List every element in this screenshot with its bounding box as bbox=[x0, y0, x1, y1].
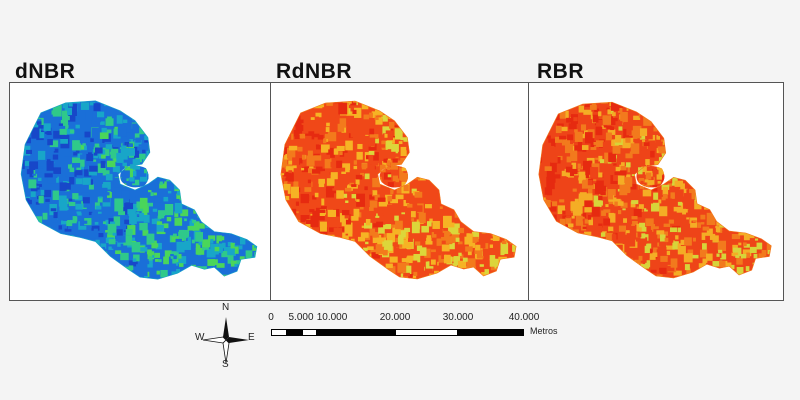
compass-rose-icon bbox=[202, 317, 249, 364]
burn-area-outline bbox=[280, 100, 517, 280]
scale-tick-30000: 30.000 bbox=[442, 312, 474, 323]
burn-severity-map-dnbr bbox=[20, 100, 258, 280]
scale-segment bbox=[302, 329, 317, 336]
severity-raster bbox=[21, 100, 257, 280]
compass-w-label: W bbox=[195, 332, 205, 343]
compass-e-label: E bbox=[248, 332, 255, 343]
scale-segment bbox=[271, 329, 287, 336]
burn-severity-map-rdnbr bbox=[280, 100, 517, 280]
scale-unit-label: Metros bbox=[530, 326, 558, 336]
scale-tick-10000: 10.000 bbox=[316, 312, 348, 323]
burn-severity-map-rbr bbox=[538, 101, 772, 279]
burn-area-outline bbox=[20, 100, 258, 280]
scale-tick-40000: 40.000 bbox=[508, 312, 540, 323]
scale-tick-20000: 20.000 bbox=[379, 312, 411, 323]
scale-segment bbox=[287, 329, 302, 336]
compass-s-label: S bbox=[222, 359, 229, 370]
north-arrow: N S E W bbox=[194, 302, 258, 372]
severity-raster bbox=[280, 101, 517, 279]
severity-raster bbox=[538, 102, 772, 278]
scale-tick-0: 0 bbox=[268, 312, 274, 323]
scale-segment bbox=[458, 329, 524, 336]
scale-segment bbox=[317, 329, 332, 336]
map-panel-rdnbr bbox=[270, 83, 528, 300]
map-panel-dnbr bbox=[10, 83, 270, 300]
panel-title-rdnbr: RdNBR bbox=[276, 60, 352, 83]
scale-segment bbox=[332, 329, 395, 336]
scale-segment bbox=[395, 329, 458, 336]
scale-tick-5000: 5.000 bbox=[288, 312, 314, 323]
burn-area-outline bbox=[538, 101, 772, 279]
scale-bar: 0 5.000 10.000 20.000 30.000 40.000 Metr… bbox=[268, 312, 568, 352]
panel-title-dnbr: dNBR bbox=[15, 60, 76, 83]
map-panel-rbr bbox=[528, 83, 783, 300]
maps-frame bbox=[9, 82, 784, 301]
panel-title-rbr: RBR bbox=[537, 60, 584, 83]
compass-n-label: N bbox=[222, 302, 230, 313]
